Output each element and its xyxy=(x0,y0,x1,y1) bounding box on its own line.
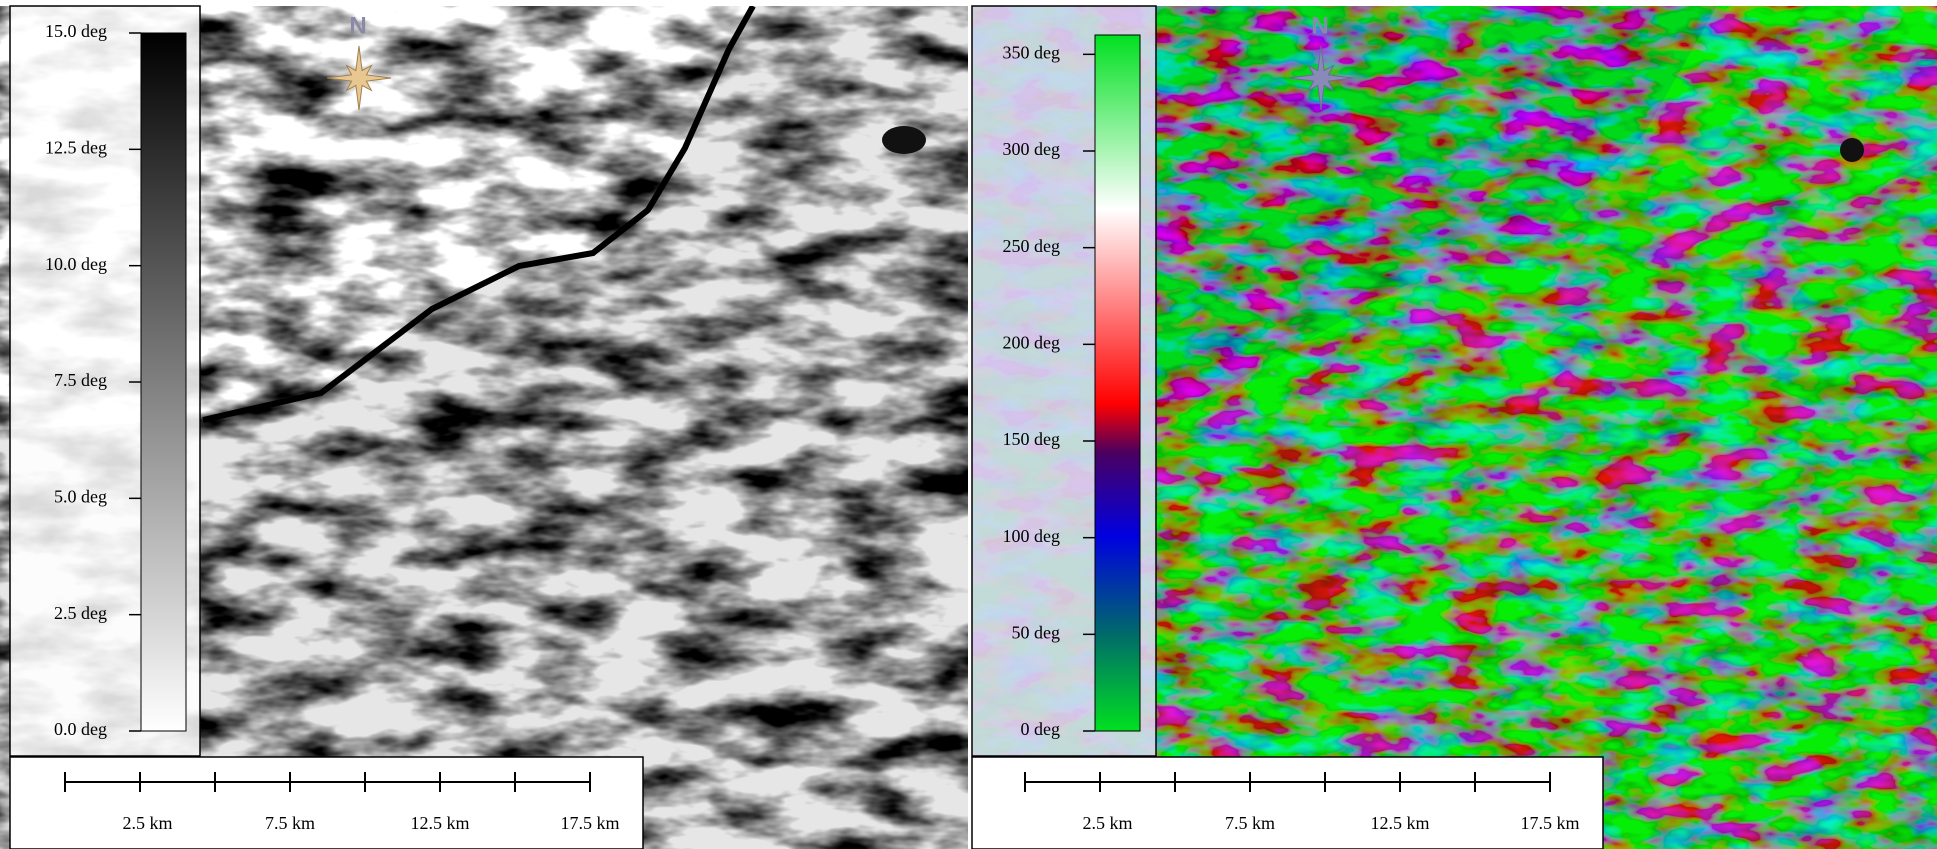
scale-bar-label: 7.5 km xyxy=(1225,813,1275,833)
scale-bar-label: 7.5 km xyxy=(265,813,315,833)
legend-label: 250 deg xyxy=(1003,236,1061,256)
colorbar xyxy=(141,33,186,731)
legend-label: 0.0 deg xyxy=(54,719,107,739)
legend-label: 300 deg xyxy=(1003,139,1061,159)
legend-label: 12.5 deg xyxy=(45,137,107,157)
scale-bar-label: 12.5 km xyxy=(410,813,469,833)
legend-label: 50 deg xyxy=(1012,622,1061,642)
legend-label: 15.0 deg xyxy=(45,21,107,41)
legend-label: 0 deg xyxy=(1021,719,1061,739)
scale-bar-label: 2.5 km xyxy=(122,813,172,833)
page: {"panels": [ {"north": "N", "legend": ["… xyxy=(0,0,1937,849)
legend-label: 100 deg xyxy=(1003,526,1061,546)
legend-label: 350 deg xyxy=(1003,42,1061,62)
scale-bar-label: 17.5 km xyxy=(560,813,619,833)
scale-bar-label: 17.5 km xyxy=(1520,813,1579,833)
legend-label: 200 deg xyxy=(1003,332,1061,352)
colorbar xyxy=(1095,35,1140,731)
scale-bar-box xyxy=(972,757,1603,849)
scale-bar-label: 12.5 km xyxy=(1370,813,1429,833)
legend-label: 5.0 deg xyxy=(54,486,107,506)
screenshot: N 15.0 deg 12.5 deg 10.0 deg 7.5 deg 5.0 deg 2… xyxy=(0,0,1937,849)
legend-label: 150 deg xyxy=(1003,429,1061,449)
north-label: N xyxy=(1311,12,1328,39)
legend-label: 7.5 deg xyxy=(54,370,107,390)
scale-bar-label: 2.5 km xyxy=(1082,813,1132,833)
north-label: N xyxy=(349,12,366,39)
legend-label: 10.0 deg xyxy=(45,254,107,274)
legend-label: 2.5 deg xyxy=(54,603,107,623)
scale-bar-box xyxy=(10,757,643,849)
